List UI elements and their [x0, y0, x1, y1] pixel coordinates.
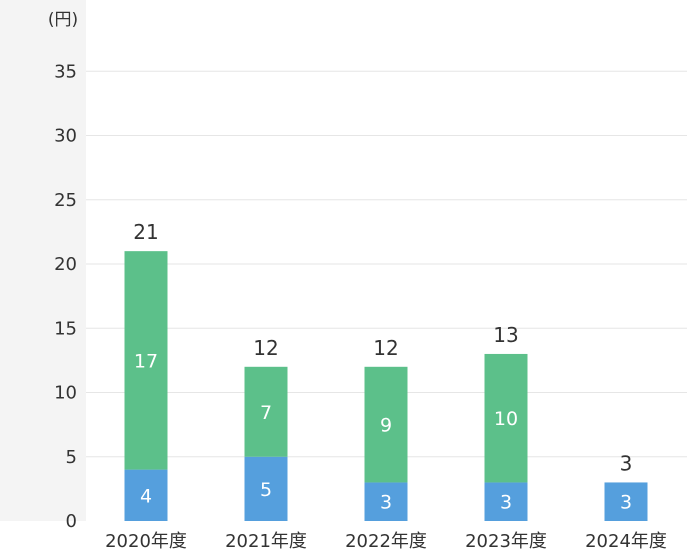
y-tick-label: 20: [54, 254, 77, 275]
x-category-label: 2021年度: [225, 531, 307, 551]
segment-value-label: 10: [494, 408, 518, 430]
y-axis-unit-label: (円): [48, 10, 78, 30]
bar-total-label: 13: [493, 323, 518, 347]
x-category-label: 2024年度: [585, 531, 667, 551]
segment-value-label: 9: [380, 415, 392, 437]
y-tick-label: 25: [54, 190, 77, 211]
y-tick-label: 5: [66, 447, 77, 468]
x-category-label: 2020年度: [105, 531, 187, 551]
y-axis-band: [0, 0, 86, 521]
bar-segment-top: [244, 366, 288, 457]
bar-total-label: 12: [373, 336, 398, 360]
bar-total-label: 3: [620, 451, 633, 475]
bar-segment-bottom: [604, 482, 648, 521]
y-tick-label: 30: [54, 126, 77, 147]
x-axis-labels: 2020年度 2021年度 2022年度 2023年度 2024年度: [105, 531, 667, 552]
x-category-label: 2022年度: [345, 531, 427, 551]
bar-segment-bottom: [484, 482, 528, 521]
y-tick-label: 35: [54, 61, 77, 82]
y-tick-label: 0: [66, 511, 77, 532]
segment-value-label: 3: [620, 492, 632, 514]
x-category-label: 2023年度: [465, 531, 547, 551]
bar-total-label: 21: [133, 220, 158, 244]
y-tick-label: 15: [54, 318, 77, 339]
segment-value-label: 5: [260, 479, 272, 501]
bar-total-label: 12: [253, 336, 278, 360]
segment-value-label: 4: [140, 485, 152, 507]
bar-segment-bottom: [244, 456, 288, 521]
bar-segment-bottom: [364, 482, 408, 521]
bar-segment-top: [484, 353, 528, 483]
bars: 4 17 21 5 7 12 3 9 12 3 10 13 3 3: [124, 220, 648, 521]
segment-value-label: 3: [500, 492, 512, 514]
segment-value-label: 17: [134, 350, 158, 372]
segment-value-label: 3: [380, 492, 392, 514]
bar-segment-top: [124, 251, 168, 470]
bar-segment-top: [364, 366, 408, 483]
segment-value-label: 7: [260, 402, 272, 424]
y-tick-label: 10: [54, 383, 77, 404]
y-axis-ticks: 0 5 10 15 20 25 30 35: [54, 61, 77, 532]
bar-segment-bottom: [124, 469, 168, 521]
